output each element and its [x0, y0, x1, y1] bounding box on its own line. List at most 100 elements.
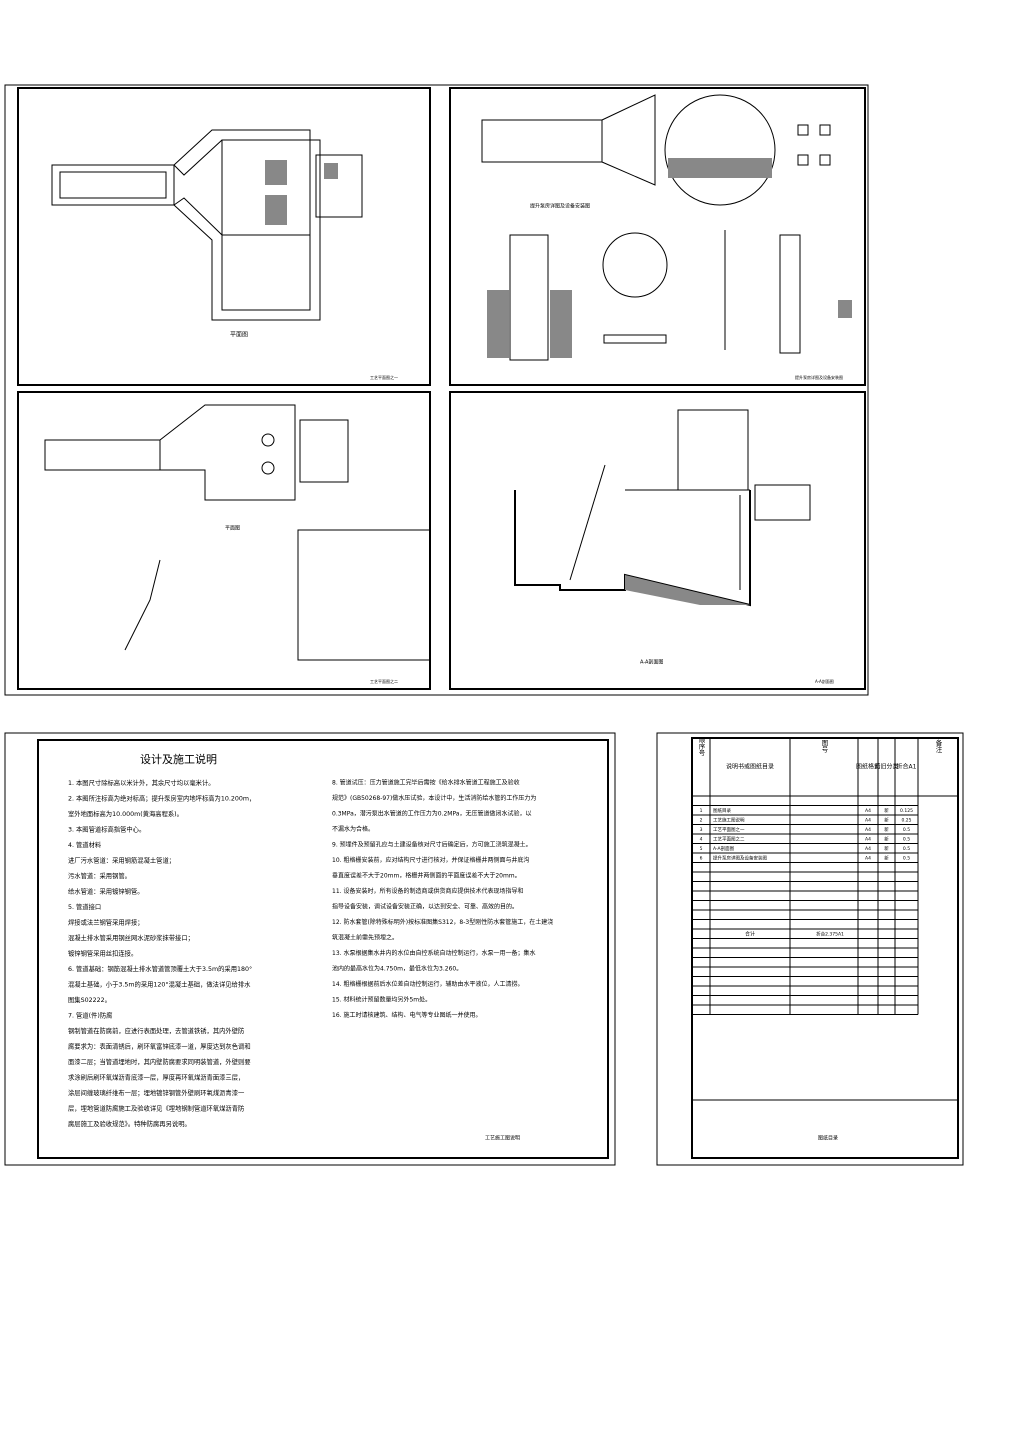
sheet-name: 图纸目录 [818, 1135, 838, 1142]
note-line: 求涂刷后刷环氧煤沥青底漆一层，厚度再环氧煤沥青面漆三层， [68, 1073, 244, 1082]
table-cell: 5 [700, 846, 703, 852]
valve-room [315, 154, 363, 218]
note-line: 10. 粗格栅安装前，应对结构尺寸进行核对，并保证格栅井两侧面与井底沟 [332, 856, 529, 864]
table-cell: 0.5 [903, 827, 910, 833]
panel-title: A-A剖面图 [640, 659, 663, 666]
table-cell: 0.25 [901, 817, 911, 823]
note-line: 3. 本图管道标高指管中心。 [68, 825, 145, 834]
funnel [601, 94, 656, 186]
table-cell: 0.125 [900, 808, 913, 814]
panel-3: 平面图 工艺平面图之二 [17, 391, 431, 690]
sheet-frame [656, 732, 964, 1166]
panel-title: 平面图 [230, 332, 248, 339]
note-line: 焊接或法兰钢管采用焊接； [68, 918, 144, 927]
note-line: 涂层间缠玻璃纤维布一层；埋地镀锌钢管外壁刷环氧煤沥青漆一 [68, 1088, 245, 1097]
sheet-frame [4, 732, 616, 1166]
wall-section [509, 234, 549, 361]
table-cell: 工艺施工图说明 [713, 816, 745, 823]
table-cell: A4 [865, 836, 871, 842]
note-line: 14. 粗格栅根据前后水位差自动控制运行，辅助由水平液位，人工清捞。 [332, 980, 523, 988]
note-line: 腐要求为：表面清锈后，刷环氧富锌底漆一道，厚度达到灰色调和 [68, 1042, 251, 1051]
table-cell: 新 [884, 816, 889, 823]
table-cell: A4 [865, 808, 871, 814]
panel-1: 平面图 工艺平面图之一 [17, 87, 431, 386]
note-line: 垂直度误差不大于20mm，格栅井两侧面的平面度误差不大于20mm。 [332, 872, 521, 880]
table-cell: 6 [700, 855, 703, 861]
table-cell: 工艺平面图之一 [713, 826, 745, 833]
note-line: 腐层施工及验收规范》。特种防腐再另说明。 [68, 1119, 191, 1128]
note-line: 面漆二层；当管道埋地时，其内壁防腐要求同明装管道，外壁则要 [68, 1057, 251, 1066]
grid-detail [797, 124, 831, 166]
notes-title: 设计及施工说明 [140, 752, 217, 766]
note-line: 给水管道：采用镀锌钢管。 [68, 887, 144, 896]
note-line: 0.3MPa，潜污泵出水管道的工作压力为0.2MPa，无压管道做闭水试验，以 [332, 810, 532, 818]
table-cell: A4 [865, 817, 871, 823]
sheet-name: 工艺施工图说明 [485, 1135, 520, 1142]
hatch [487, 290, 509, 358]
sheet-frame [4, 84, 869, 696]
sheet-name: A-A剖面图 [815, 678, 834, 684]
table-cell: A4 [865, 827, 871, 833]
table-cell: 图纸目录 [713, 807, 731, 814]
sheet-name: 工艺平面图之二 [370, 678, 398, 684]
table-cell: 1 [700, 808, 703, 814]
panel-frame [17, 87, 431, 386]
note-line: 混凝土基础，小于3.5m的采用120°混凝土基础，做法详见给排水 [68, 980, 251, 989]
note-line: 钢制管道在防腐前，应进行表面处理，去管道铁锈，其内外壁防 [68, 1026, 244, 1035]
sheet-name: 工艺平面图之一 [370, 374, 398, 380]
header-cell: 图纸格式 [856, 763, 880, 771]
pump [261, 433, 275, 447]
note-line: 2. 本图所注标高为绝对标高；提升泵房室内地坪标高为10.200m， [68, 794, 255, 803]
total-label: 合计 [745, 930, 755, 937]
header-cell: 新旧分类 [874, 763, 898, 771]
note-line: 16. 施工时请核建筑、结构、电气等专业图纸一并使用。 [332, 1011, 481, 1019]
hatch [838, 300, 852, 318]
note-line: 13. 水泵根据集水井内的水位由自控系统自动控制运行，水泵一用一备；集水 [332, 949, 535, 957]
table-cell: A4 [865, 855, 871, 861]
table-cell: 0.5 [903, 846, 910, 852]
note-line: 筑混凝土前需先预埋之。 [332, 934, 398, 942]
isometric-pipe [124, 559, 161, 651]
equipment [265, 195, 287, 225]
note-line: 污水管道：采用钢管。 [68, 871, 131, 880]
table-cell: 0.5 [903, 836, 910, 842]
note-line: 不漏水为合格。 [332, 825, 374, 833]
table-cell: 新 [884, 835, 889, 842]
note-line: 11. 设备安装时，所有设备的制造商或供货商应提供技术代表现场指导和 [332, 887, 523, 895]
note-line: 混凝土排水管采用钢丝网水泥砂浆抹带接口； [68, 933, 194, 942]
table-cell: 4 [700, 836, 703, 842]
table-cell: 新 [884, 807, 889, 814]
note-line: 5. 管道接口 [68, 902, 101, 911]
screen [569, 464, 606, 581]
note-line: 6. 管道基础：钢筋混凝土排水管道管顶覆土大于3.5m的采用180° [68, 964, 252, 973]
note-line: 4. 管道材料 [68, 840, 102, 849]
sheet-name: 提升泵房详图及设备安装图 [795, 374, 843, 380]
panel-title: 平面图 [225, 526, 240, 532]
table-cell: A-A剖面图 [713, 845, 735, 852]
header-cell: 折合A1 [897, 763, 917, 771]
detail-hatch [668, 158, 772, 178]
detail-circle [664, 94, 776, 206]
pump [261, 461, 275, 475]
panel-4: A-A剖面图 A-A剖面图 [449, 391, 866, 690]
note-line: 指导设备安装，调试设备安装正确，以达到安全、可靠、高效的目的。 [332, 903, 518, 911]
section-outline [514, 490, 751, 607]
header-cell: 备注 [934, 738, 942, 754]
valve-chamber [754, 484, 811, 521]
note-line: 图集S02222。 [68, 995, 111, 1004]
notes-right: 8. 管道试压：压力管道施工完毕后需按《给水排水管道工程施工及验收 规范》(GB… [332, 779, 553, 1020]
note-line: 9. 预埋件及预留孔应与土建设备核对尺寸后确定后，方可施工浇筑混凝土。 [332, 841, 532, 849]
table-cell: 2 [700, 817, 703, 823]
note-line: 15. 材料统计预留数量均另外5m处。 [332, 996, 431, 1004]
channel [51, 164, 175, 206]
equipment [265, 160, 287, 185]
slab [603, 334, 667, 344]
panel-2: 提升泵房详图及设备安装图 提升泵房详图及设备安装图 [449, 87, 866, 386]
note-line: 规范》(GB50268-97)做水压试验，本设计中，生活消防给水管的工作压力为 [332, 794, 536, 802]
note-line: 进厂污水管道：采用钢筋混凝土管道； [68, 856, 175, 865]
note-line: 12. 防水套管(除特殊标明外)按标准图集S312，8-3型刚性防水套管施工，在… [332, 918, 553, 926]
